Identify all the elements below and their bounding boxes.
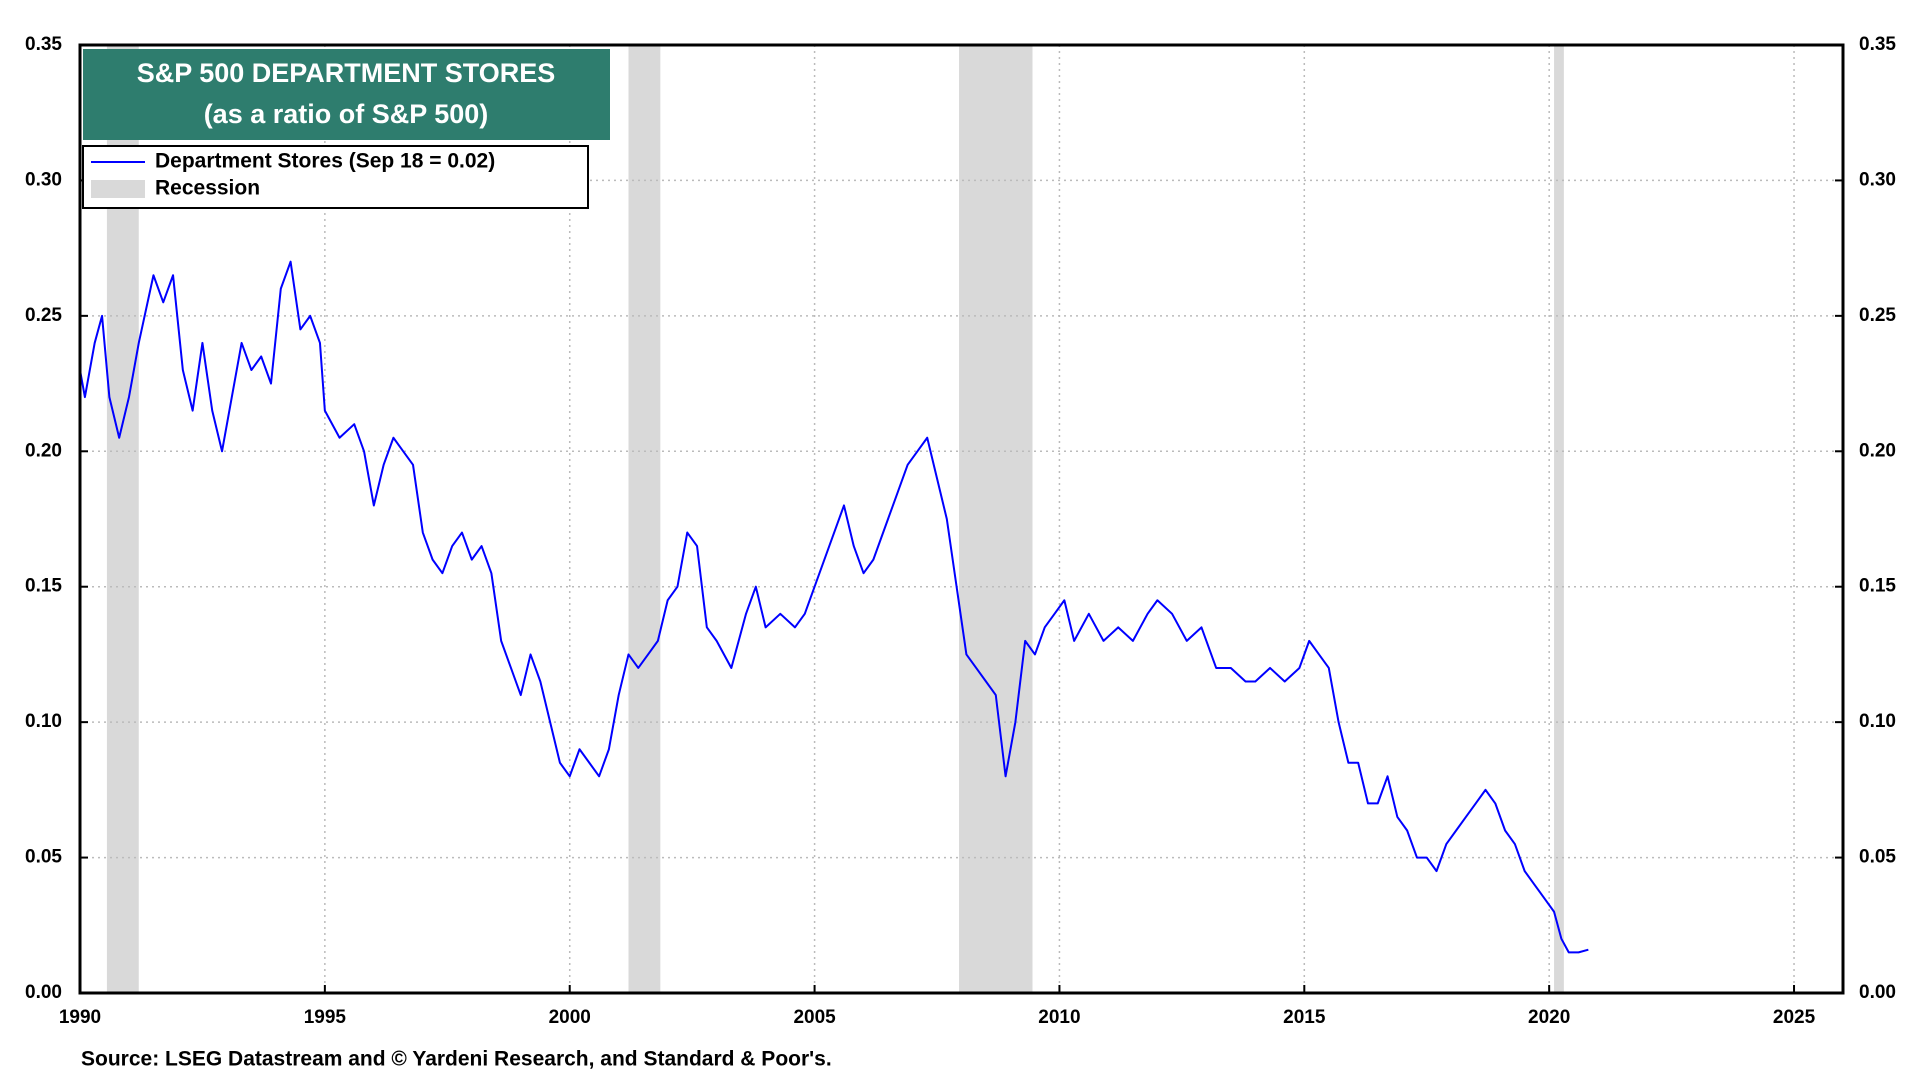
x-tick-label: 2015 (1283, 1007, 1326, 1028)
legend-box (82, 145, 589, 209)
chart-subtitle: (as a ratio of S&P 500) (204, 99, 489, 129)
x-tick-label: 2020 (1528, 1007, 1570, 1028)
chart-title: S&P 500 DEPARTMENT STORES (137, 58, 556, 88)
y-tick-label: 0.05 (25, 847, 62, 868)
y2-tick-label: 0.10 (1859, 711, 1896, 732)
plot-frame (78, 43, 1845, 995)
recession-band (628, 45, 661, 993)
y2-tick-label: 0.25 (1859, 305, 1896, 326)
recession-band (959, 45, 1033, 993)
y2-tick-label: 0.15 (1859, 576, 1896, 597)
legend-swatch (91, 180, 145, 198)
data-line (79, 260, 1589, 954)
legend-label: Department Stores (Sep 18 = 0.02) (155, 150, 495, 173)
y-tick-label: 0.25 (25, 305, 62, 326)
y2-tick-label: 0.35 (1859, 34, 1896, 55)
y2-tick-label: 0.20 (1859, 440, 1896, 461)
y-tick-label: 0.20 (25, 440, 62, 461)
y2-tick-label: 0.30 (1859, 169, 1896, 190)
y-tick-label: 0.30 (25, 169, 62, 190)
y-tick-label: 0.15 (25, 576, 62, 597)
x-tick-label: 2025 (1773, 1007, 1816, 1028)
source-note: Source: LSEG Datastream and © Yardeni Re… (81, 1048, 832, 1071)
x-tick-label: 1995 (304, 1007, 347, 1028)
y-tick-label: 0.00 (25, 982, 62, 1003)
x-tick-label: 2010 (1038, 1007, 1080, 1028)
x-tick-label: 2000 (549, 1007, 591, 1028)
recession-band (1554, 45, 1564, 993)
title-box (83, 49, 610, 140)
x-tick-label: 2005 (793, 1007, 836, 1028)
y2-tick-label: 0.05 (1859, 847, 1896, 868)
y2-tick-label: 0.00 (1859, 982, 1896, 1003)
x-tick-label: 1990 (59, 1007, 101, 1028)
plot-layer: 0.00 0.00 0.05 0.05 0.10 0.10 0.15 0.15 0.20 0.20… (25, 34, 1896, 1028)
y-tick-label: 0.35 (25, 34, 62, 55)
y-tick-label: 0.10 (25, 711, 62, 732)
legend-label: Recession (155, 177, 260, 200)
